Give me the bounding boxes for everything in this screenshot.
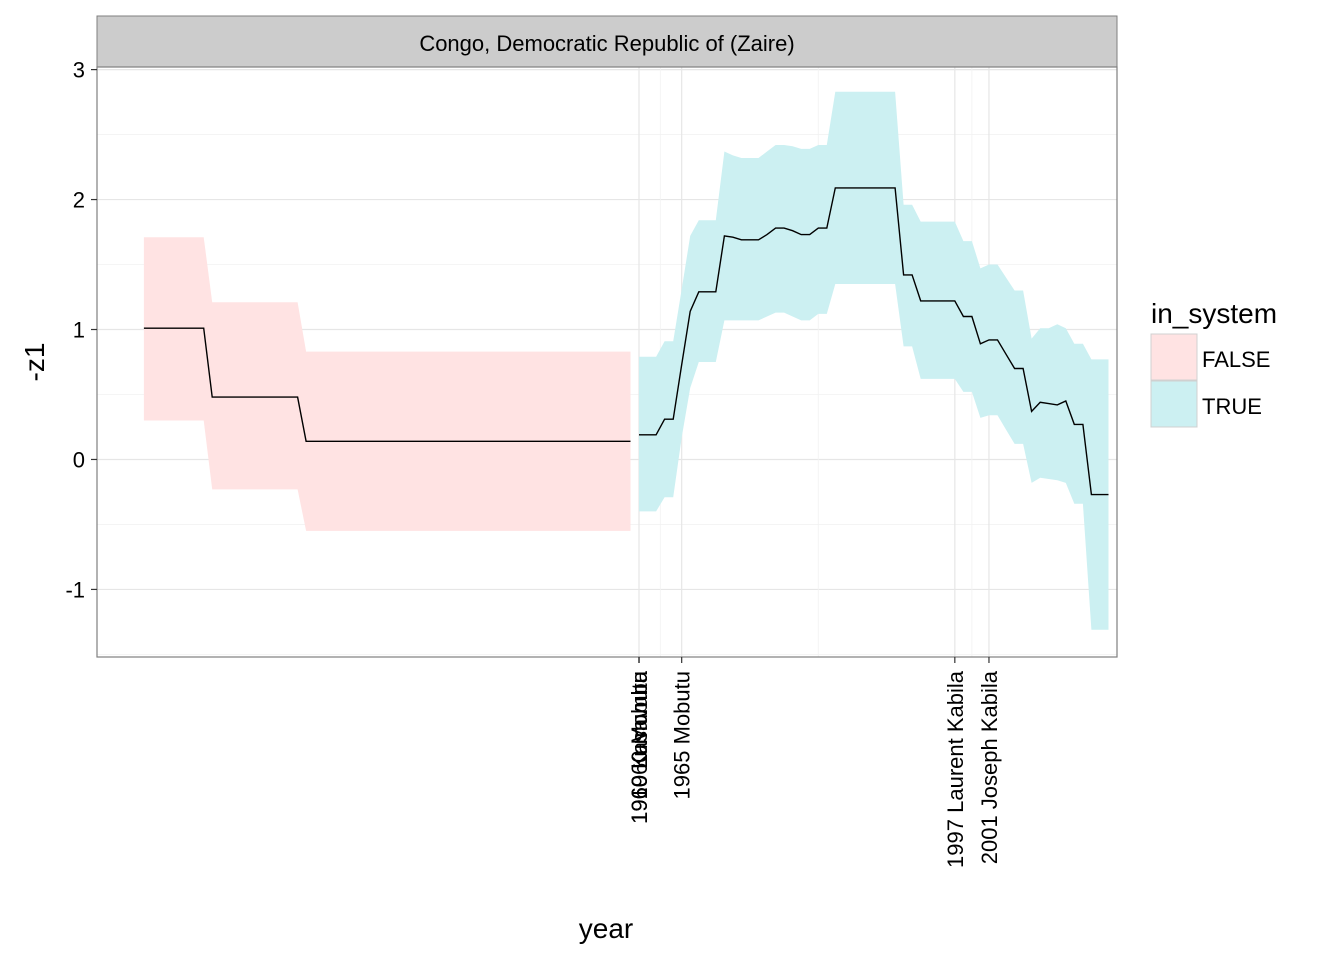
legend-title: in_system (1151, 298, 1277, 329)
legend-label-false: FALSE (1202, 347, 1270, 372)
ribbons (143, 91, 1109, 630)
y-tick-label: 3 (73, 58, 85, 83)
legend-key-true (1150, 380, 1198, 428)
legend-key-border (1150, 333, 1198, 381)
facet-strip (96, 15, 1118, 68)
y-axis-label: -z1 (19, 343, 50, 382)
x-tick-label: 1960 Kasavubu (627, 671, 652, 824)
panel-border (96, 66, 1118, 658)
line-true (639, 187, 1109, 496)
facet-title: Congo, Democratic Republic of (Zaire) (419, 31, 794, 56)
x-tick-label: 1965 Mobutu (670, 671, 695, 799)
x-tick-label: 1997 Laurent Kabila (943, 670, 968, 868)
y-tick-label: 0 (73, 447, 85, 472)
legend-label-true: TRUE (1202, 394, 1262, 419)
x-axis-label: year (579, 913, 633, 944)
line-false (143, 327, 631, 442)
ribbon-false (143, 237, 631, 531)
legend-key-border (1150, 380, 1198, 428)
x-tick-label: 1960 Mobutu (627, 671, 652, 799)
legend-key-false (1150, 333, 1198, 381)
y-axis: -1 0 1 2 3 (65, 58, 97, 602)
y-tick-label: -1 (65, 577, 85, 602)
y-tick-label: 2 (73, 188, 85, 213)
series-lines (143, 187, 1109, 496)
x-tick-label: 1960 Lumumba (627, 670, 652, 824)
x-tick-label: 2001 Joseph Kabila (977, 670, 1002, 864)
ribbon-true (639, 91, 1109, 630)
legend: in_system FALSE TRUE (1150, 298, 1277, 428)
y-tick-label: 1 (73, 318, 85, 343)
